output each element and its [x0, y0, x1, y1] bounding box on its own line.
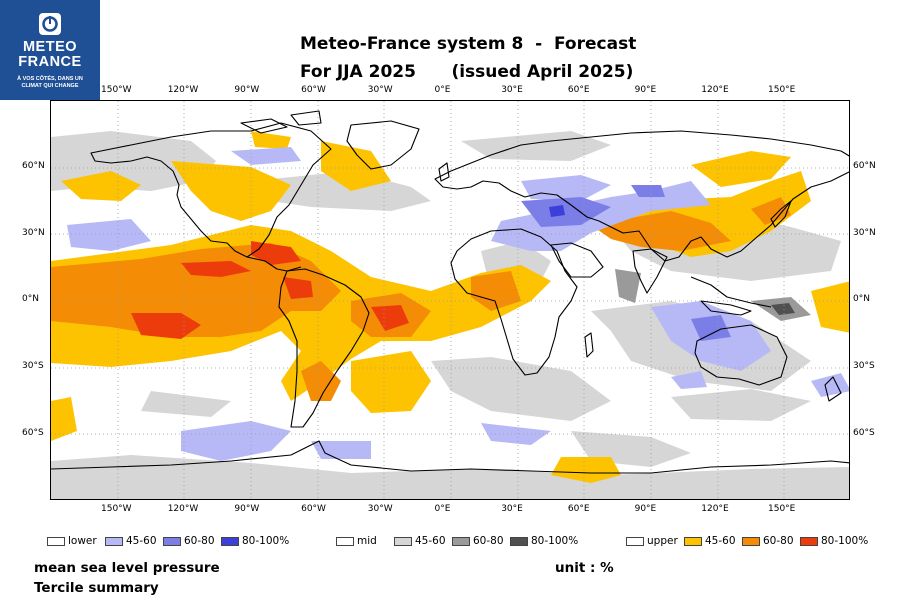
- legend-upper-bin-text: 45-60: [705, 535, 736, 547]
- longitude-label-bottom: 150°W: [101, 504, 132, 514]
- tercile-legend: lower 45-60 60-80 80-100% mid 45-60 60-80 80-10…: [0, 534, 900, 548]
- latitude-label-right: 60°N: [853, 161, 876, 171]
- title-line-2: For JJA 2025 (issued April 2025): [300, 62, 634, 82]
- latitude-label-left: 0°N: [22, 294, 39, 305]
- longitude-label-top: 120°E: [701, 85, 729, 95]
- latitude-label-left: 30°S: [22, 361, 44, 372]
- legend-lower-bin-swatch: [163, 536, 181, 546]
- legend-upper-bin-text: 80-100%: [821, 535, 869, 547]
- legend-upper-bin: 80-100%: [800, 534, 868, 548]
- legend-mid-bin: 60-80: [452, 534, 504, 548]
- legend-upper: upper: [626, 534, 678, 548]
- longitude-label-bottom: 0°E: [434, 504, 451, 514]
- latitude-label-right: 30°S: [853, 361, 875, 372]
- legend-mid-bin-text: 80-100%: [531, 535, 579, 547]
- legend-upper-bin-swatch: [800, 536, 818, 546]
- latitude-label-right: 60°S: [853, 427, 875, 438]
- legend-upper-bin-swatch: [742, 536, 760, 546]
- legend-mid-bin-text: 45-60: [415, 535, 446, 547]
- legend-lower-bin-swatch: [105, 536, 123, 546]
- graticule: [51, 101, 849, 499]
- legend-lower-bin: 45-60: [105, 534, 157, 548]
- legend-lower-bin: 80-100%: [221, 534, 289, 548]
- world-map-svg: [51, 101, 849, 499]
- legend-upper-bin: 45-60: [684, 534, 736, 548]
- tercile-map: [50, 100, 850, 500]
- latitude-label-left: 60°S: [22, 427, 44, 438]
- legend-lower-bin-text: 60-80: [184, 535, 215, 547]
- legend-lower-bin-swatch: [221, 536, 239, 546]
- unit-label: unit : %: [555, 560, 614, 576]
- variable-label: mean sea level pressure: [34, 560, 220, 576]
- legend-upper-bin-text: 60-80: [763, 535, 794, 547]
- longitude-label-bottom: 90°E: [634, 504, 657, 514]
- legend-mid-bin-swatch: [510, 536, 528, 546]
- longitude-label-bottom: 60°E: [567, 504, 590, 514]
- legend-mid: mid: [336, 534, 377, 548]
- title-line-1: Meteo-France system 8 - Forecast: [300, 34, 637, 54]
- legend-lower-bin: 60-80: [163, 534, 215, 548]
- coastlines: [51, 110, 849, 474]
- map-title: Meteo-France system 8 - Forecast For JJA…: [300, 30, 636, 86]
- longitude-label-top: 30°E: [501, 85, 523, 95]
- upper-tercile-60-80: [51, 197, 791, 401]
- longitude-label-top: 0°E: [434, 85, 451, 95]
- longitude-label-top: 150°E: [768, 85, 796, 95]
- latitude-label-left: 30°N: [22, 227, 45, 238]
- legend-upper-bin-swatch: [684, 536, 702, 546]
- product-label: Tercile summary: [34, 580, 159, 596]
- legend-upper-text: upper: [647, 535, 678, 547]
- longitude-label-top: 150°W: [101, 85, 132, 95]
- longitude-label-bottom: 30°E: [501, 504, 523, 514]
- logo-tagline: À VOS CÔTÉS, DANS UN CLIMAT QUI CHANGE: [17, 76, 83, 89]
- longitude-label-top: 60°W: [301, 85, 326, 95]
- legend-mid-bin: 45-60: [394, 534, 446, 548]
- longitude-label-top: 60°E: [567, 85, 590, 95]
- legend-lower: lower: [47, 534, 97, 548]
- longitude-label-bottom: 60°W: [301, 504, 326, 514]
- legend-mid-bin-swatch: [394, 536, 412, 546]
- legend-mid-bin-text: 60-80: [473, 535, 504, 547]
- lower-tercile-60-80: [521, 185, 731, 341]
- legend-mid-swatch: [336, 536, 354, 546]
- latitude-label-right: 0°N: [853, 294, 870, 305]
- longitude-label-bottom: 90°W: [234, 504, 260, 514]
- longitude-label-top: 30°W: [367, 85, 393, 95]
- longitude-label-bottom: 30°W: [367, 504, 393, 514]
- meteo-france-logo: METEO FRANCE À VOS CÔTÉS, DANS UN CLIMAT…: [0, 0, 100, 100]
- logo-name: METEO FRANCE: [18, 39, 82, 70]
- upper-tercile-80-100: [131, 241, 409, 339]
- legend-mid-bin-swatch: [452, 536, 470, 546]
- longitude-label-top: 120°W: [167, 85, 199, 95]
- legend-upper-bin: 60-80: [742, 534, 794, 548]
- legend-mid-text: mid: [357, 535, 377, 547]
- longitude-label-top: 90°E: [634, 85, 657, 95]
- legend-lower-bin-text: 80-100%: [242, 535, 290, 547]
- legend-upper-swatch: [626, 536, 644, 546]
- longitude-label-bottom: 120°W: [167, 504, 199, 514]
- meteo-france-emblem-icon: [39, 13, 61, 35]
- mid-tercile-80-100: [771, 303, 795, 315]
- longitude-label-bottom: 150°E: [768, 504, 796, 514]
- legend-lower-swatch: [47, 536, 65, 546]
- legend-lower-text: lower: [68, 535, 97, 547]
- legend-lower-bin-text: 45-60: [126, 535, 157, 547]
- latitude-label-left: 60°N: [22, 161, 45, 171]
- lower-tercile-80-100: [549, 205, 565, 217]
- longitude-label-top: 90°W: [234, 85, 260, 95]
- latitude-label-right: 30°N: [853, 227, 876, 238]
- legend-mid-bin: 80-100%: [510, 534, 578, 548]
- longitude-label-bottom: 120°E: [701, 504, 729, 514]
